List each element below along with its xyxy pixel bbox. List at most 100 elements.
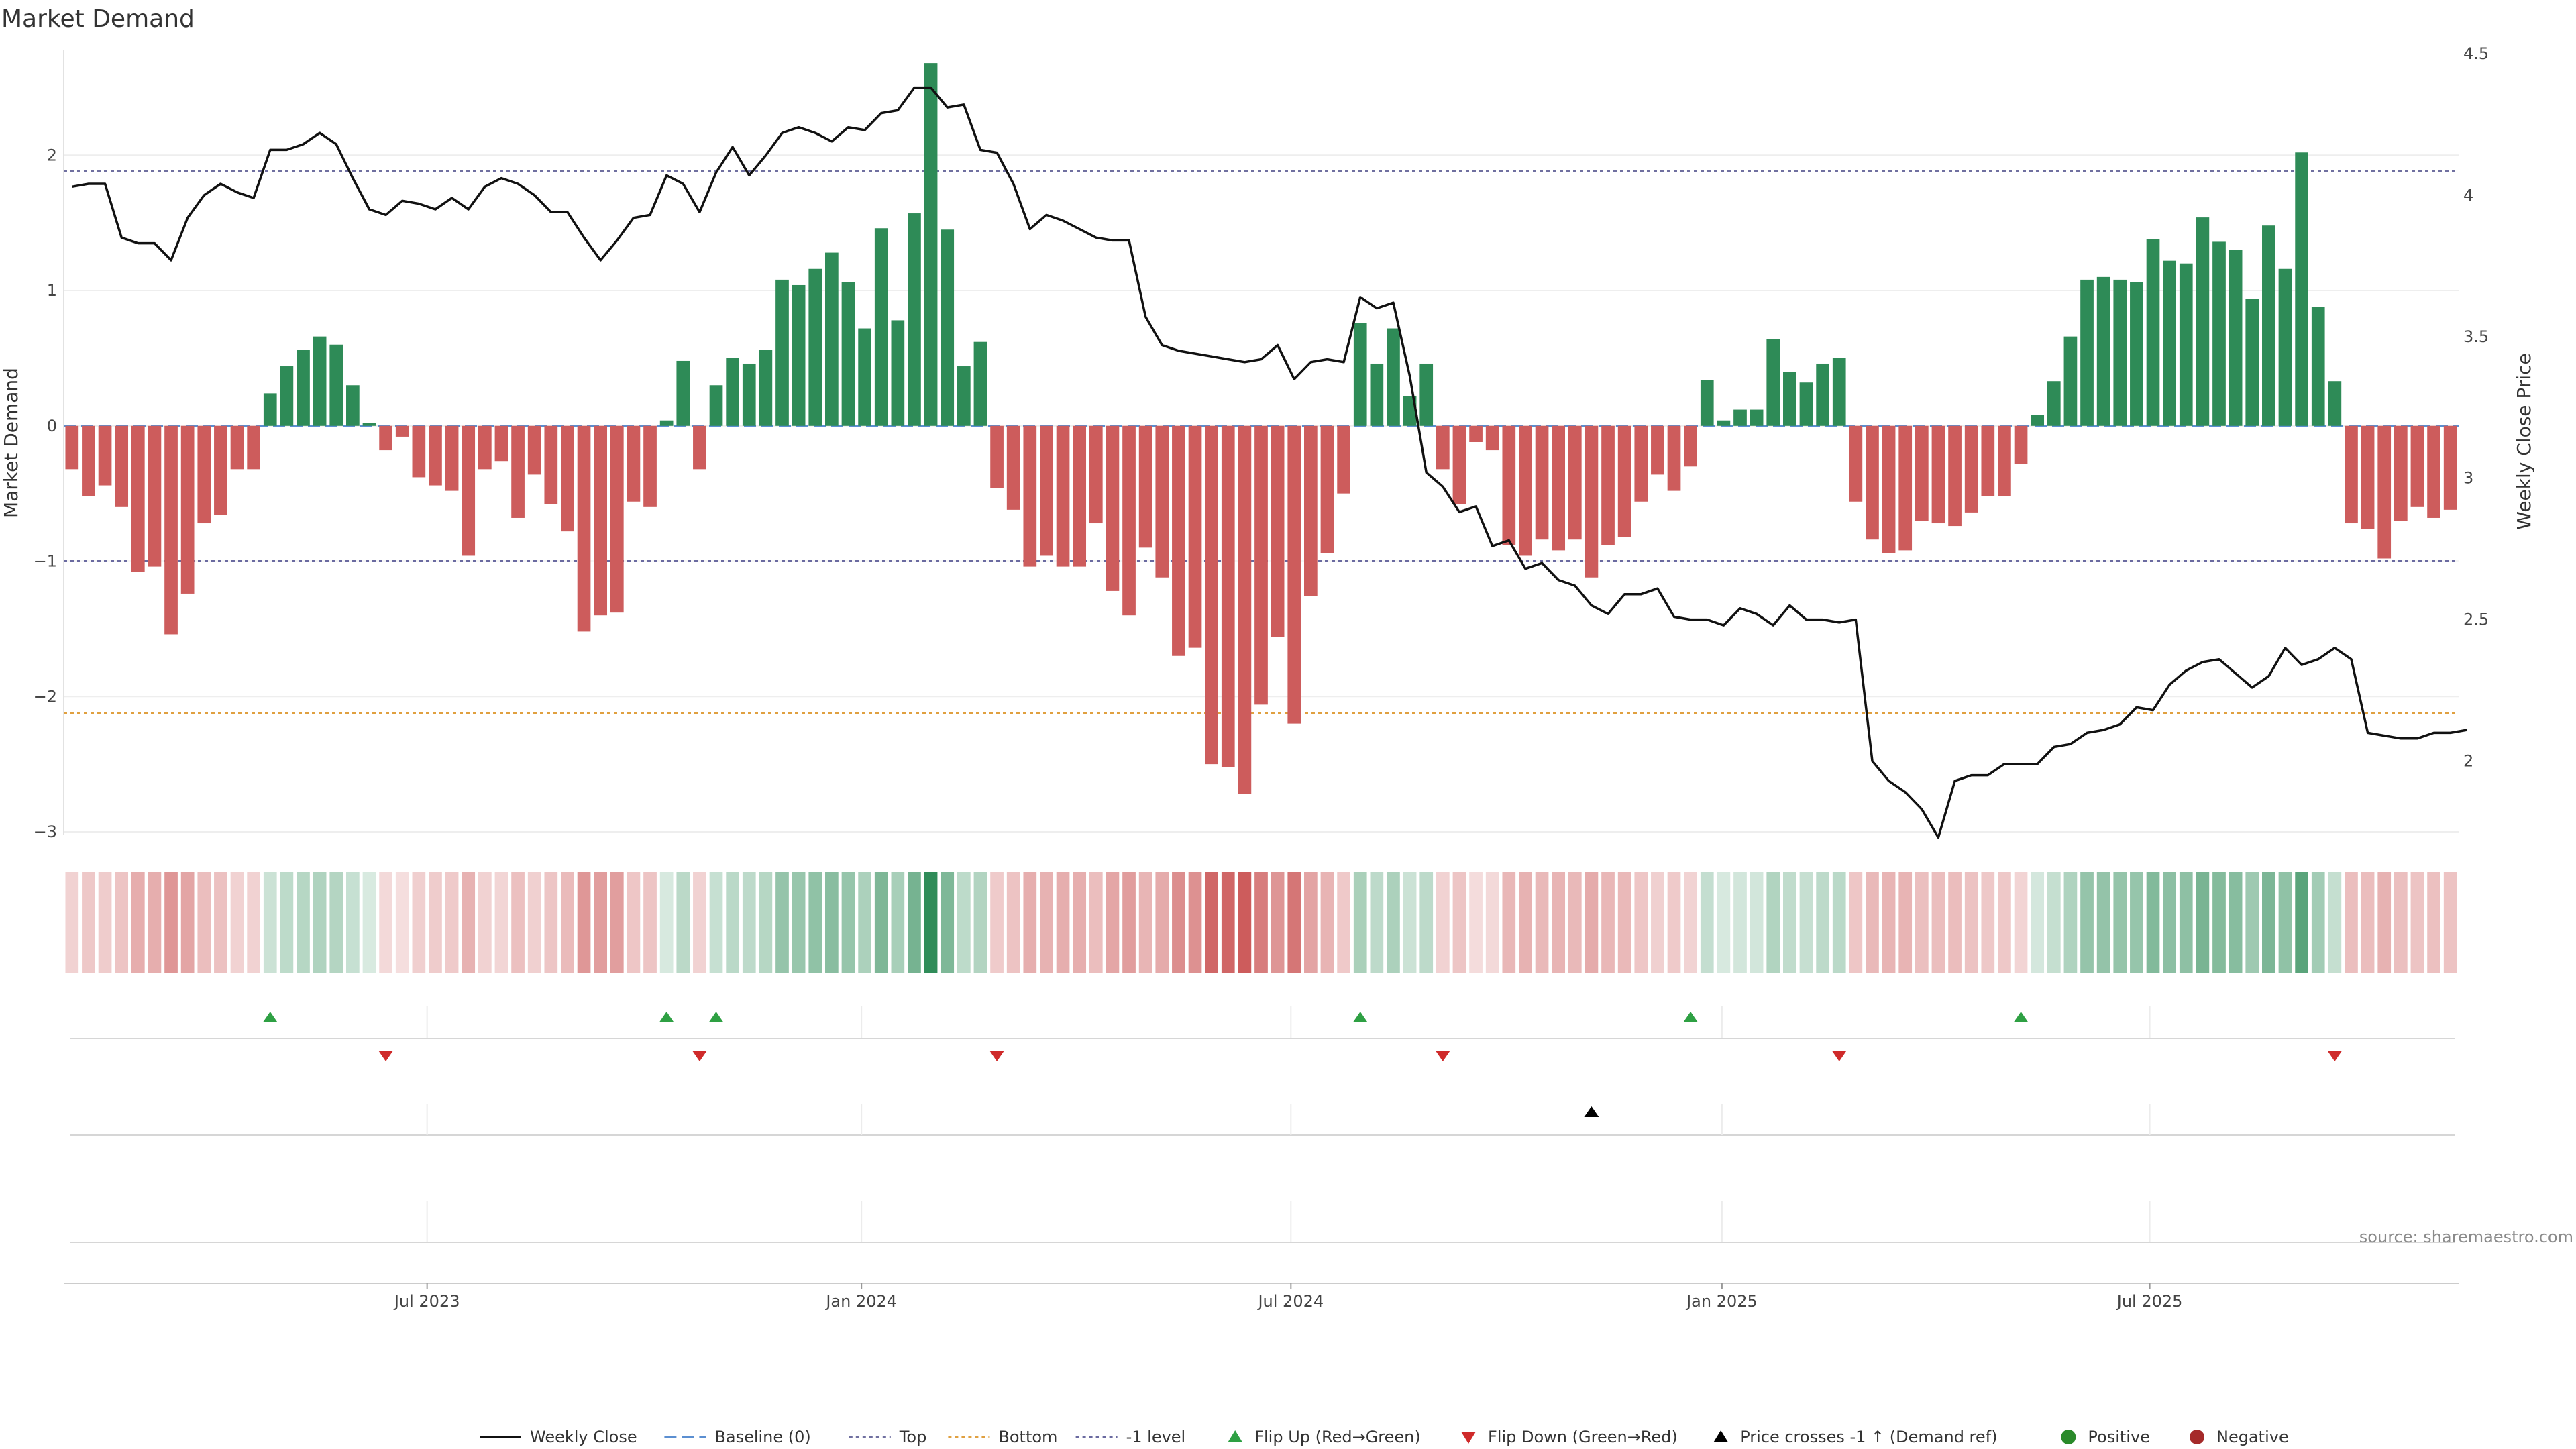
heat-cell xyxy=(726,872,739,973)
demand-bar-negative xyxy=(2394,425,2408,521)
demand-bar-negative xyxy=(230,425,244,470)
demand-bar-negative xyxy=(643,425,657,507)
y2-tick-label: 4.5 xyxy=(2463,44,2489,63)
demand-bar-positive xyxy=(2047,381,2061,426)
demand-bar-negative xyxy=(1106,425,1120,591)
legend-label: Weekly Close xyxy=(530,1428,637,1446)
x-axis: Jul 2023 Jan 2024 Jul 2024 Jan 2025 Jul 2025 xyxy=(64,1283,2459,1311)
heat-cell xyxy=(1304,872,1318,973)
heat-cell xyxy=(1155,872,1169,973)
heat-cell xyxy=(445,872,459,973)
heat-cell xyxy=(2328,872,2342,973)
demand-bar-negative xyxy=(1238,425,1252,794)
heat-cell xyxy=(1387,872,1400,973)
demand-bar-negative xyxy=(1056,425,1070,567)
heat-cell xyxy=(2063,872,2078,973)
demand-bar-negative xyxy=(1617,425,1631,537)
heat-cell xyxy=(1138,872,1152,973)
heat-cell xyxy=(2311,872,2325,973)
demand-bar-negative xyxy=(1485,425,1499,451)
heat-cell xyxy=(759,872,773,973)
demand-bar-negative xyxy=(594,425,608,616)
heat-cell xyxy=(297,872,310,973)
heat-cell xyxy=(1040,872,1053,973)
heat-cell xyxy=(148,872,162,973)
demand-bar-negative xyxy=(1138,425,1152,548)
heat-cell xyxy=(131,872,145,973)
heat-cell xyxy=(1502,872,1516,973)
heat-cell xyxy=(1816,872,1829,973)
flip-down-marker xyxy=(692,1051,707,1061)
demand-bar-negative xyxy=(395,425,409,437)
heat-cell xyxy=(280,872,294,973)
demand-bar-positive xyxy=(957,366,971,426)
x-tick-label: Jul 2024 xyxy=(1256,1292,1324,1311)
demand-bar-negative xyxy=(1287,425,1301,724)
demand-bar-negative xyxy=(1073,425,1087,567)
legend-label: Baseline (0) xyxy=(714,1428,810,1446)
demand-bar-negative xyxy=(1998,425,2011,496)
legend-label: Top xyxy=(899,1428,927,1446)
demand-bar-positive xyxy=(2146,239,2160,426)
heat-cell xyxy=(1006,872,1020,973)
demand-bar-positive xyxy=(726,358,739,426)
heat-cell xyxy=(2295,872,2308,973)
heat-cell xyxy=(313,872,327,973)
demand-bar-negative xyxy=(98,425,112,486)
demand-bar-negative xyxy=(693,425,706,470)
legend-swatch-negative xyxy=(2190,1430,2204,1444)
demand-bar-negative xyxy=(1188,425,1202,648)
demand-bar-positive xyxy=(1403,396,1417,426)
demand-bar-negative xyxy=(429,425,442,486)
heat-cell xyxy=(2163,872,2176,973)
demand-bar-negative xyxy=(1519,425,1532,556)
flip-down-marker xyxy=(1435,1051,1450,1061)
demand-bar-negative xyxy=(1320,425,1334,553)
heat-cell xyxy=(511,872,525,973)
demand-bar-positive xyxy=(1832,358,1846,426)
heat-cell xyxy=(1056,872,1070,973)
demand-bar-positive xyxy=(1733,409,1747,426)
demand-bar-positive xyxy=(1783,372,1796,426)
legend-swatch-price-cross xyxy=(1713,1430,1729,1442)
demand-bar-positive xyxy=(2262,225,2275,426)
y2-tick-label: 3 xyxy=(2463,469,2473,488)
source-caption: source: sharemaestro.com xyxy=(2359,1228,2573,1246)
flip-up-marker xyxy=(1352,1012,1368,1022)
heat-cell xyxy=(908,872,921,973)
demand-bar-negative xyxy=(1667,425,1681,491)
heat-cell xyxy=(1750,872,1764,973)
flip-down-marker xyxy=(2327,1051,2343,1061)
demand-bar-positive xyxy=(924,63,938,426)
demand-bar-negative xyxy=(1948,425,1962,527)
x-tick-label: Jul 2025 xyxy=(2116,1292,2183,1311)
heat-cell xyxy=(247,872,260,973)
heat-cell xyxy=(1964,872,1978,973)
heat-cell xyxy=(742,872,756,973)
heat-cell xyxy=(709,872,723,973)
legend-label: Positive xyxy=(2088,1428,2150,1446)
demand-bar-positive xyxy=(973,341,987,426)
demand-bar-negative xyxy=(478,425,492,470)
demand-bar-positive xyxy=(2031,415,2045,426)
heat-cell xyxy=(82,872,95,973)
demand-bar-positive xyxy=(1370,363,1384,426)
demand-bar-positive xyxy=(676,360,690,426)
y-tick-label: 1 xyxy=(47,281,57,300)
demand-bars xyxy=(65,63,2457,794)
heat-cell xyxy=(395,872,409,973)
heat-cell xyxy=(2146,872,2160,973)
heat-cell xyxy=(164,872,178,973)
demand-bar-positive xyxy=(1387,328,1400,426)
y2-tick-label: 4 xyxy=(2463,186,2473,205)
heat-cell xyxy=(362,872,376,973)
demand-bar-negative xyxy=(1122,425,1136,616)
heat-cell xyxy=(659,872,674,973)
heat-cell xyxy=(1419,872,1434,973)
heat-cell xyxy=(494,872,508,973)
demand-bar-positive xyxy=(2080,279,2094,426)
demand-bar-negative xyxy=(180,425,195,594)
demand-bar-negative xyxy=(544,425,558,504)
legend-label: Bottom xyxy=(998,1428,1057,1446)
demand-bar-negative xyxy=(1337,425,1350,494)
